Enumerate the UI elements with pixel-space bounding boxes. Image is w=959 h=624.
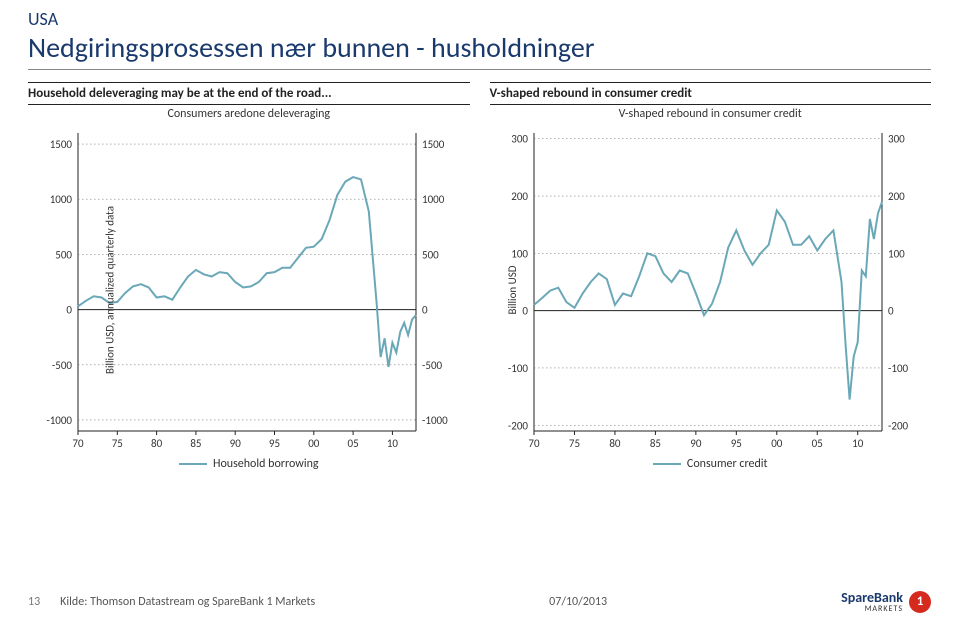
chart1-ylabel: Billion USD, annualized quarterly data xyxy=(104,206,117,374)
chart1-legend-label: Household borrowing xyxy=(213,457,319,471)
footer: 13 Kilde: Thomson Datastream og SpareBan… xyxy=(0,589,959,614)
svg-text:90: 90 xyxy=(230,437,242,450)
svg-text:300: 300 xyxy=(888,133,905,146)
chart2-title: V-shaped rebound in consumer credit xyxy=(490,82,932,105)
svg-text:-1000: -1000 xyxy=(422,414,448,427)
svg-text:500: 500 xyxy=(55,248,72,261)
svg-text:00: 00 xyxy=(308,437,320,450)
svg-text:05: 05 xyxy=(811,437,822,450)
svg-text:10: 10 xyxy=(387,437,399,450)
chart1-subtitle: Consumers aredone deleveraging xyxy=(28,107,470,121)
svg-text:70: 70 xyxy=(528,437,540,450)
svg-text:1500: 1500 xyxy=(50,138,73,151)
svg-text:-100: -100 xyxy=(888,362,909,375)
svg-text:70: 70 xyxy=(72,437,84,450)
svg-text:-100: -100 xyxy=(507,362,528,375)
chart2-subtitle: V-shaped rebound in consumer credit xyxy=(490,107,932,121)
svg-text:200: 200 xyxy=(511,190,528,203)
svg-text:05: 05 xyxy=(348,437,359,450)
svg-text:80: 80 xyxy=(151,437,163,450)
svg-text:-200: -200 xyxy=(507,419,528,432)
svg-text:85: 85 xyxy=(190,437,201,450)
svg-text:100: 100 xyxy=(888,247,905,260)
chart2-legend: Consumer credit xyxy=(490,457,932,471)
svg-text:75: 75 xyxy=(112,437,123,450)
svg-text:1500: 1500 xyxy=(422,138,445,151)
svg-text:500: 500 xyxy=(422,248,439,261)
footer-date: 07/10/2013 xyxy=(549,595,607,609)
svg-text:-1000: -1000 xyxy=(46,414,72,427)
logo-badge: 1 xyxy=(909,591,931,613)
chart1-legend: Household borrowing xyxy=(28,457,470,471)
svg-text:75: 75 xyxy=(568,437,579,450)
svg-text:0: 0 xyxy=(522,305,528,318)
logo: SpareBank MARKETS 1 xyxy=(841,589,931,614)
svg-text:300: 300 xyxy=(511,133,528,146)
header-small: USA xyxy=(28,8,931,30)
chart2-svg: -200-200-100-100001001002002003003007075… xyxy=(490,125,920,455)
svg-text:1000: 1000 xyxy=(422,193,445,206)
svg-text:80: 80 xyxy=(609,437,621,450)
svg-text:90: 90 xyxy=(690,437,702,450)
header-large: Nedgiringsprosessen nær bunnen - hushold… xyxy=(28,30,931,70)
footer-source: Kilde: Thomson Datastream og SpareBank 1… xyxy=(60,595,315,609)
svg-text:00: 00 xyxy=(771,437,783,450)
svg-text:10: 10 xyxy=(852,437,864,450)
svg-text:0: 0 xyxy=(66,304,72,317)
chart-left: Household deleveraging may be at the end… xyxy=(28,82,470,471)
svg-text:95: 95 xyxy=(269,437,280,450)
svg-text:0: 0 xyxy=(888,305,894,318)
svg-text:-500: -500 xyxy=(52,359,73,372)
svg-text:-200: -200 xyxy=(888,419,909,432)
svg-text:1000: 1000 xyxy=(50,193,73,206)
svg-text:0: 0 xyxy=(422,304,428,317)
svg-text:95: 95 xyxy=(730,437,741,450)
svg-text:100: 100 xyxy=(511,247,528,260)
page-number: 13 xyxy=(28,595,40,609)
svg-text:85: 85 xyxy=(649,437,660,450)
svg-text:-500: -500 xyxy=(422,359,443,372)
chart2-legend-label: Consumer credit xyxy=(687,457,768,471)
chart1-title: Household deleveraging may be at the end… xyxy=(28,82,470,105)
svg-text:200: 200 xyxy=(888,190,905,203)
chart2-ylabel: Billion USD xyxy=(506,265,519,314)
chart-right: V-shaped rebound in consumer credit V-sh… xyxy=(490,82,932,471)
chart1-svg: -1000-1000-500-5000050050010001000150015… xyxy=(28,125,458,455)
